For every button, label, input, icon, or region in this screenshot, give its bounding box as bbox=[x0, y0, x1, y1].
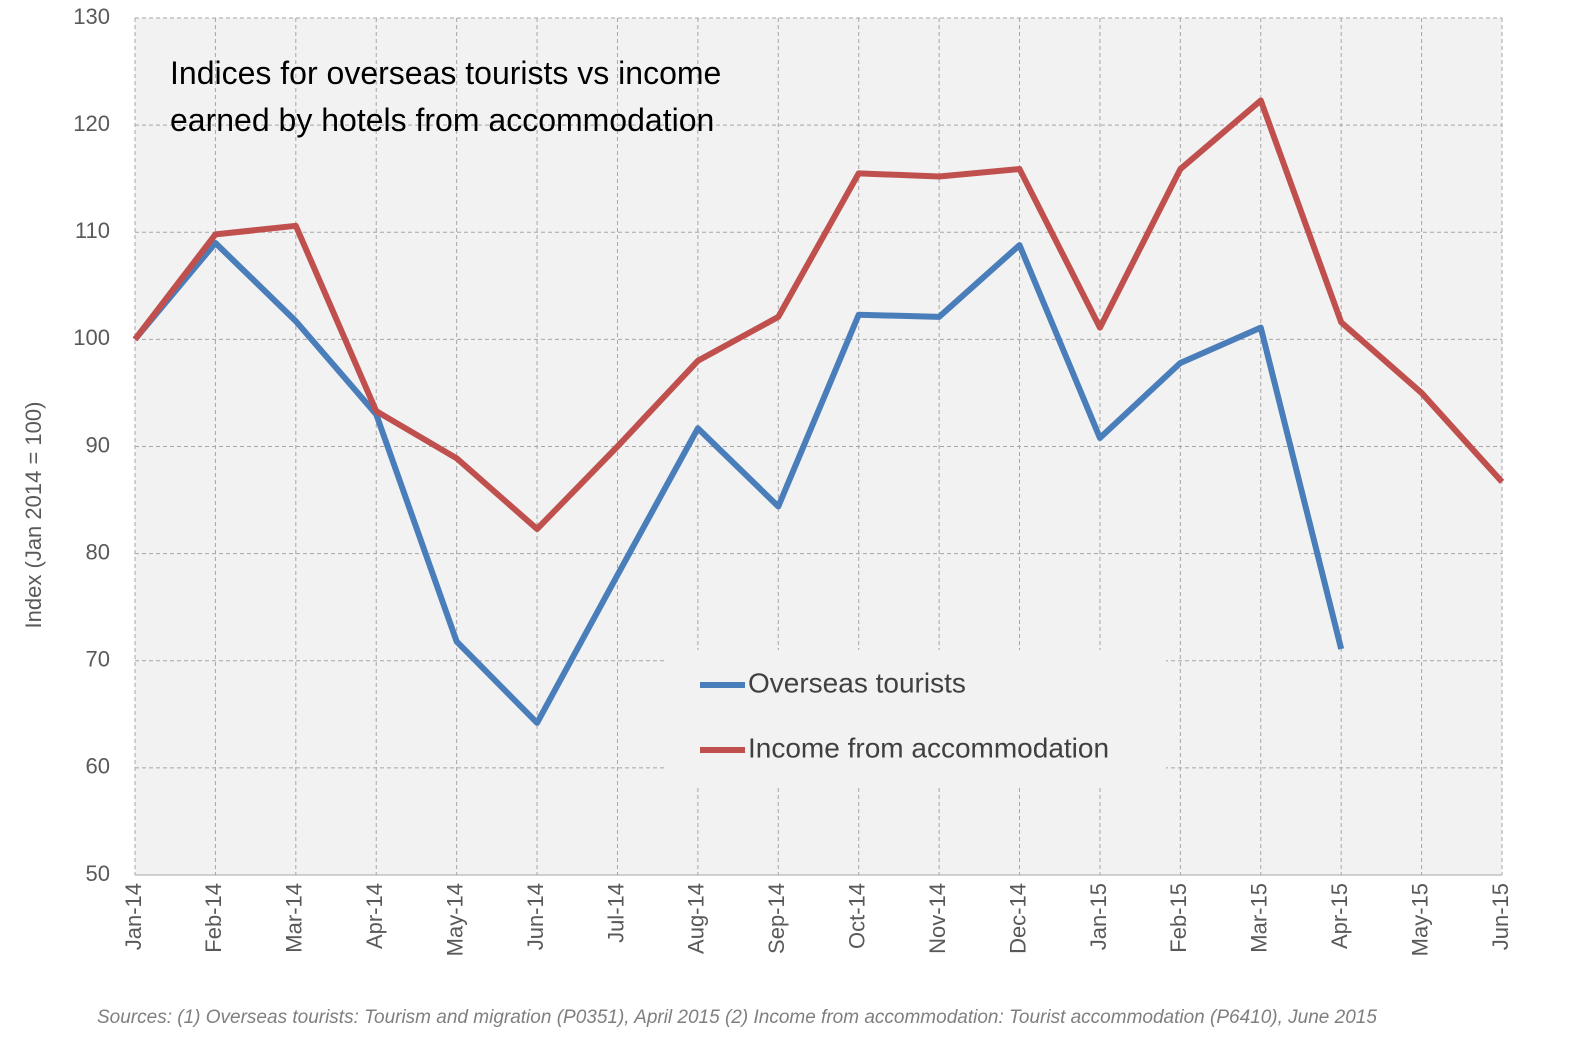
y-tick-label: 60 bbox=[86, 754, 110, 779]
y-tick-label: 100 bbox=[73, 325, 110, 350]
x-tick-label: Jun-14 bbox=[523, 883, 548, 950]
x-tick-label: Dec-14 bbox=[1005, 883, 1030, 954]
x-tick-label: Oct-14 bbox=[845, 883, 870, 949]
x-tick-label: Apr-14 bbox=[362, 883, 387, 949]
y-tick-label: 80 bbox=[86, 539, 110, 564]
y-tick-label: 130 bbox=[73, 4, 110, 29]
legend-label: Income from accommodation bbox=[748, 732, 1109, 763]
y-tick-label: 110 bbox=[75, 218, 110, 243]
legend-box bbox=[666, 650, 1166, 786]
x-tick-label: Feb-14 bbox=[201, 883, 226, 953]
x-tick-label: Sep-14 bbox=[764, 883, 789, 954]
x-tick-label: Jan-14 bbox=[121, 883, 146, 950]
x-tick-label: Mar-15 bbox=[1247, 883, 1272, 953]
x-tick-label: Apr-15 bbox=[1327, 883, 1352, 949]
x-tick-label: Mar-14 bbox=[282, 883, 307, 953]
legend-label: Overseas tourists bbox=[748, 667, 966, 698]
y-axis-label: Index (Jan 2014 = 100) bbox=[21, 402, 46, 629]
x-tick-label: Feb-15 bbox=[1166, 883, 1191, 953]
source-note: Sources: (1) Overseas tourists: Tourism … bbox=[97, 1007, 1377, 1028]
x-tick-label: Jul-14 bbox=[603, 883, 628, 943]
x-tick-label: May-14 bbox=[442, 883, 467, 956]
x-tick-label: Jan-15 bbox=[1086, 883, 1111, 950]
x-tick-label: Nov-14 bbox=[925, 883, 950, 954]
y-tick-label: 50 bbox=[86, 861, 110, 886]
y-tick-label: 120 bbox=[73, 111, 110, 136]
series-line bbox=[132, 97, 1505, 532]
y-tick-label: 90 bbox=[86, 432, 110, 457]
chart-title: Indices for overseas tourists vs income … bbox=[170, 55, 722, 138]
x-tick-label: Jun-15 bbox=[1488, 883, 1513, 950]
lines bbox=[132, 97, 1505, 726]
x-tick-label: May-15 bbox=[1407, 883, 1432, 956]
series-line bbox=[132, 239, 1345, 726]
y-tick-label: 70 bbox=[86, 647, 110, 672]
x-tick-label: Aug-14 bbox=[684, 883, 709, 954]
